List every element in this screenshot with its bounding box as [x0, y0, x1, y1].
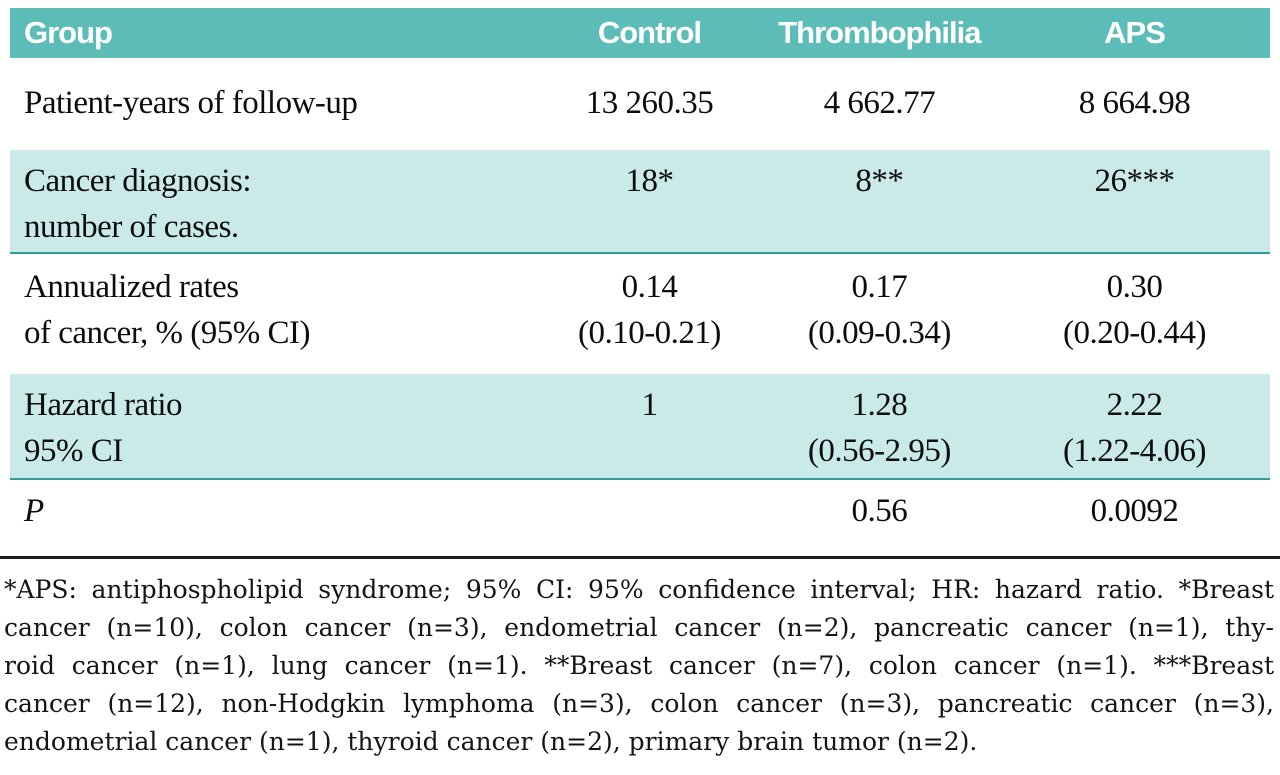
cell-aps: 2.22 (1.22-4.06): [999, 382, 1270, 478]
footnote-line: cancer (n=12), non-Hodgkin lymphoma (n=3…: [4, 689, 1274, 718]
cell-value: 18*: [625, 163, 674, 199]
footnote-line: endometrial cancer (n=1), thyroid cancer…: [4, 727, 978, 756]
cell-control: 1: [539, 382, 760, 478]
cell-value: 8 664.98: [1078, 85, 1191, 121]
cell-value: 8**: [855, 163, 904, 199]
table-row-p-value: P 0.56 0.0092: [10, 480, 1270, 554]
statistics-table: Group Control Thrombophilia APS Patient-…: [10, 8, 1270, 554]
cell-ci: (0.20-0.44): [1063, 315, 1206, 351]
row-label-line: Cancer diagnosis:: [24, 163, 252, 199]
cell-value: 0.30: [1106, 269, 1163, 305]
row-label-line: of cancer, % (95% CI): [24, 315, 310, 351]
row-label: Hazard ratio 95% CI: [10, 382, 539, 478]
cell-aps: 8 664.98: [999, 80, 1270, 150]
row-label-line: Patient-years of follow-up: [24, 85, 358, 121]
cell-control: 0.14 (0.10-0.21): [539, 264, 760, 374]
cell-value: 0.14: [621, 269, 678, 305]
row-label: Patient-years of follow-up: [10, 80, 539, 150]
table-row-hazard-ratio: Hazard ratio 95% CI 1 1.28 (0.56-2.95) 2…: [10, 374, 1270, 480]
cell-value: 26***: [1094, 163, 1175, 199]
row-label-line: P: [24, 493, 44, 529]
cell-control: [539, 488, 760, 554]
table-header-row: Group Control Thrombophilia APS: [10, 8, 1270, 58]
row-label-line: number of cases.: [24, 209, 239, 245]
cell-aps: 26***: [999, 158, 1270, 252]
cell-value: 0.0092: [1090, 493, 1179, 529]
table-row-annualized-rates: Annualized rates of cancer, % (95% CI) 0…: [10, 254, 1270, 374]
cell-ci: (0.09-0.34): [807, 315, 951, 351]
row-label: Cancer diagnosis: number of cases.: [10, 158, 539, 252]
cell-thrombophilia: 1.28 (0.56-2.95): [760, 382, 999, 478]
footnote-divider-rule: [0, 556, 1280, 559]
cell-control: 13 260.35: [539, 80, 760, 150]
footnote-line: cancer (n=10), colon cancer (n=3), endom…: [4, 613, 1274, 642]
cell-ci: (0.10-0.21): [577, 315, 721, 351]
cell-thrombophilia: 0.56: [760, 488, 999, 554]
cell-value: 2.22: [1106, 387, 1163, 423]
table-row-patient-years: Patient-years of follow-up 13 260.35 4 6…: [10, 58, 1270, 150]
cell-aps: 0.30 (0.20-0.44): [999, 264, 1270, 374]
cell-thrombophilia: 4 662.77: [760, 80, 999, 150]
row-label-line: Hazard ratio: [24, 387, 183, 423]
footnote: *APS: antiphospholipid syndrome; 95% CI:…: [0, 559, 1280, 761]
cell-value: 0.56: [851, 493, 908, 529]
header-control: Control: [597, 15, 702, 50]
cell-value: 1.28: [851, 387, 908, 423]
cell-value: 13 260.35: [585, 85, 714, 121]
cell-value: 0.17: [851, 269, 908, 305]
cell-thrombophilia: 0.17 (0.09-0.34): [760, 264, 999, 374]
cell-control: 18*: [539, 158, 760, 252]
footnote-line: roid cancer (n=1), lung cancer (n=1). **…: [4, 651, 1274, 680]
cell-value: 1: [641, 387, 658, 423]
row-label: Annualized rates of cancer, % (95% CI): [10, 264, 539, 374]
cell-ci: (1.22-4.06): [1063, 433, 1206, 469]
cell-ci: (0.56-2.95): [807, 433, 951, 469]
header-group: Group: [24, 15, 113, 50]
cell-aps: 0.0092: [999, 488, 1270, 554]
row-label-line: Annualized rates: [24, 269, 239, 305]
cell-thrombophilia: 8**: [760, 158, 999, 252]
row-label: P: [10, 488, 539, 554]
table-row-cancer-diagnosis: Cancer diagnosis: number of cases. 18* 8…: [10, 150, 1270, 254]
cell-value: 4 662.77: [823, 85, 936, 121]
header-thrombophilia: Thrombophilia: [778, 15, 981, 50]
row-label-line: 95% CI: [24, 433, 123, 469]
header-aps: APS: [1104, 15, 1166, 50]
footnote-line: *APS: antiphospholipid syndrome; 95% CI:…: [4, 575, 1274, 604]
